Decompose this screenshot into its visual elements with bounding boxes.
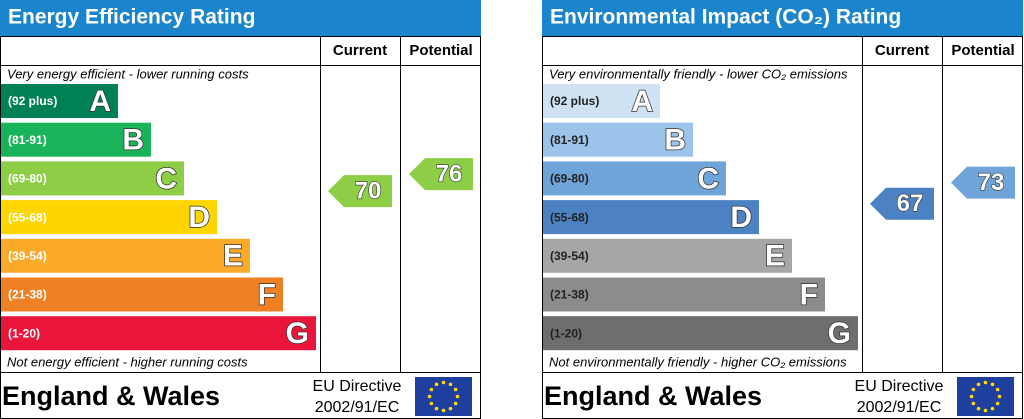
eu-star xyxy=(997,394,1002,399)
directive: EU Directive xyxy=(313,378,402,395)
band-range: (69-80) xyxy=(8,172,47,186)
eu-star xyxy=(441,380,446,385)
eu-star xyxy=(455,394,460,399)
rating-band xyxy=(543,277,825,312)
band-range: (55-68) xyxy=(8,210,47,224)
bottom-note: Not environmentally friendly - higher CO… xyxy=(549,354,847,369)
rating-band xyxy=(1,277,283,312)
column-header: Potential xyxy=(409,42,472,59)
eu-star xyxy=(983,408,988,413)
band-range: (21-38) xyxy=(550,288,589,302)
eu-star xyxy=(434,406,439,411)
band-range: (1-20) xyxy=(8,326,40,340)
rating-band xyxy=(1,161,184,196)
rating-arrow xyxy=(870,187,934,220)
band-range: (81-91) xyxy=(550,133,589,147)
band-letter: C xyxy=(155,162,177,195)
rating-value: 73 xyxy=(978,169,1005,196)
eu-star xyxy=(995,387,1000,392)
rating-arrow xyxy=(328,175,392,208)
eu-star xyxy=(448,406,453,411)
band-letter: G xyxy=(828,317,851,350)
band-letter: D xyxy=(730,201,752,234)
chart-title: Energy Efficiency Rating xyxy=(8,6,255,29)
rating-band xyxy=(1,122,151,157)
band-letter: A xyxy=(631,85,653,118)
band-letter: B xyxy=(664,124,686,157)
rating-band xyxy=(1,316,316,351)
region: England & Wales xyxy=(544,381,762,411)
band-range: (81-91) xyxy=(8,133,47,147)
bottom-note: Not energy efficient - higher running co… xyxy=(7,354,248,369)
band-letter: A xyxy=(89,85,111,118)
eu-star xyxy=(990,406,995,411)
directive: 2002/91/EC xyxy=(857,399,942,416)
directive: 2002/91/EC xyxy=(315,399,400,416)
rating-band xyxy=(543,122,693,157)
rating-value: 67 xyxy=(897,190,924,217)
column-header: Potential xyxy=(951,42,1014,59)
band-letter: E xyxy=(223,240,243,273)
column-header: Current xyxy=(875,42,929,59)
top-note: Very energy efficient - lower running co… xyxy=(7,66,249,81)
rating-band xyxy=(1,238,250,273)
eu-star xyxy=(976,382,981,387)
eu-star xyxy=(427,394,432,399)
eu-star xyxy=(429,387,434,392)
band-range: (92 plus) xyxy=(550,94,599,108)
eu-star xyxy=(969,394,974,399)
band-range: (69-80) xyxy=(550,172,589,186)
rating-band xyxy=(1,200,217,235)
region: England & Wales xyxy=(2,381,220,411)
directive: EU Directive xyxy=(855,378,944,395)
band-letter: C xyxy=(697,162,719,195)
eu-star xyxy=(983,380,988,385)
rating-band xyxy=(1,84,118,118)
rating-band xyxy=(543,200,759,235)
band-letter: E xyxy=(765,240,785,273)
rating-value: 70 xyxy=(355,177,382,204)
rating-band xyxy=(543,316,858,351)
band-range: (39-54) xyxy=(8,249,47,263)
band-range: (1-20) xyxy=(550,326,582,340)
band-range: (39-54) xyxy=(550,249,589,263)
eu-star xyxy=(453,387,458,392)
rating-arrow xyxy=(409,158,473,191)
band-range: (55-68) xyxy=(550,210,589,224)
column-header: Current xyxy=(333,42,387,59)
eu-star xyxy=(429,401,434,406)
rating-band xyxy=(543,84,660,118)
band-range: (21-38) xyxy=(8,288,47,302)
eu-star xyxy=(995,401,1000,406)
eu-star xyxy=(971,387,976,392)
band-letter: F xyxy=(800,278,818,311)
eu-star xyxy=(453,401,458,406)
title-bar xyxy=(0,0,481,36)
eu-star xyxy=(976,406,981,411)
rating-band xyxy=(543,161,726,196)
rating-arrow xyxy=(951,166,1015,199)
eu-star xyxy=(990,382,995,387)
band-range: (92 plus) xyxy=(8,94,57,108)
title-bar xyxy=(542,0,1023,36)
band-letter: F xyxy=(258,278,276,311)
band-letter: B xyxy=(122,124,144,157)
eu-star xyxy=(448,382,453,387)
eu-star xyxy=(971,401,976,406)
band-letter: G xyxy=(286,317,309,350)
eu-star xyxy=(434,382,439,387)
rating-value: 76 xyxy=(436,160,463,187)
eu-star xyxy=(441,408,446,413)
rating-band xyxy=(543,238,792,273)
chart-title: Environmental Impact (CO₂) Rating xyxy=(550,6,901,29)
band-letter: D xyxy=(188,201,210,234)
top-note: Very environmentally friendly - lower CO… xyxy=(549,66,848,81)
